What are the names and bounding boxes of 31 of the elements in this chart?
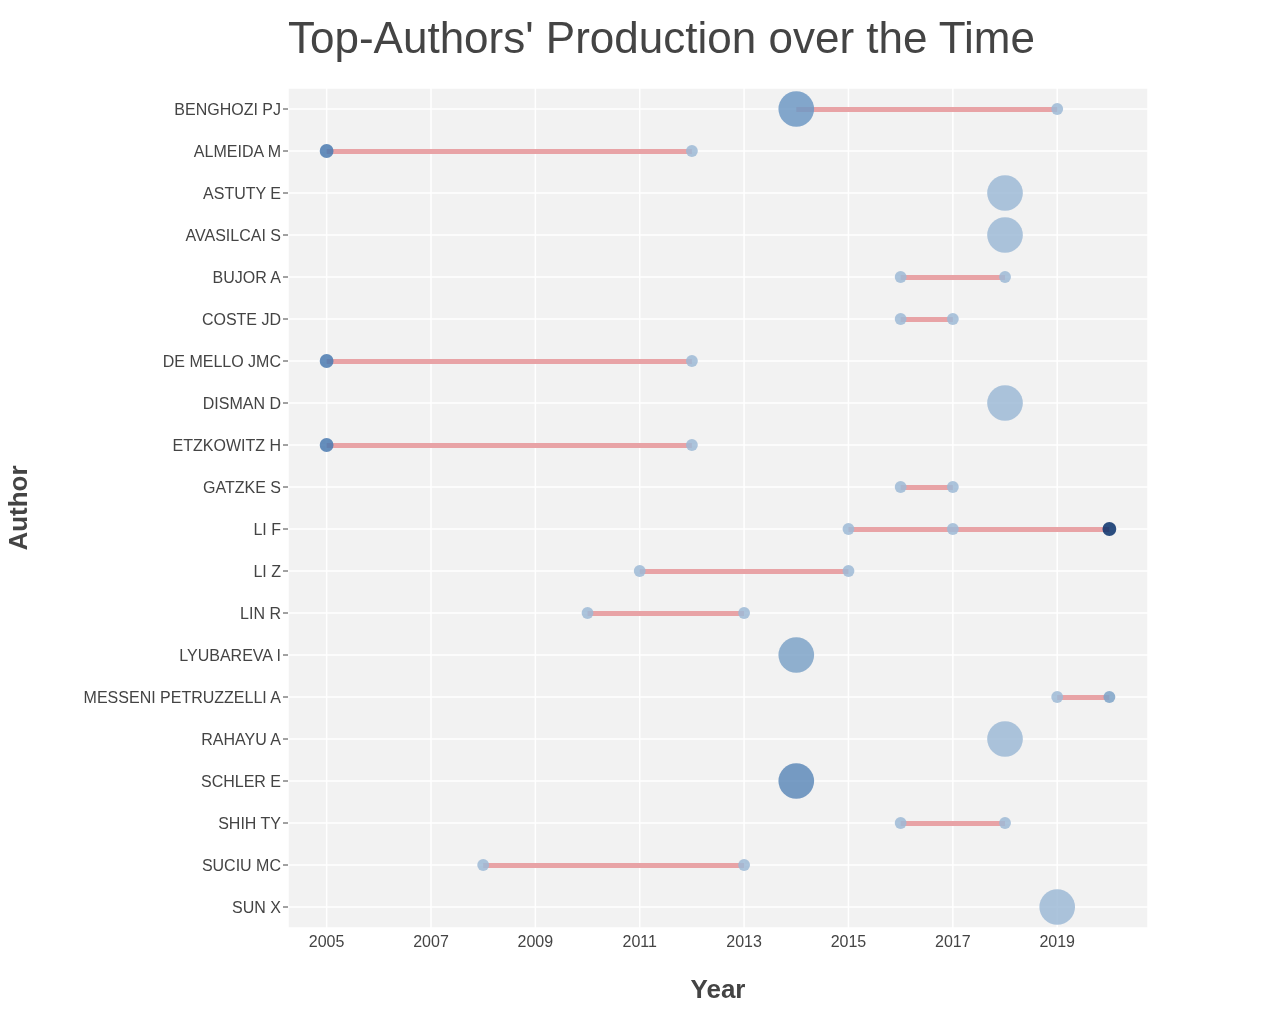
y-tick-label: GATZKE S bbox=[203, 478, 281, 496]
y-tick-label: ALMEIDA M bbox=[193, 142, 281, 160]
x-tick-label: 2007 bbox=[413, 933, 449, 951]
x-tick-label: 2019 bbox=[1039, 933, 1076, 951]
y-tick-label: ETZKOWITZ H bbox=[172, 436, 281, 454]
x-tick-label: 2017 bbox=[935, 933, 971, 951]
y-tick-label: RAHAYU A bbox=[201, 730, 282, 748]
y-tick-label: LIN R bbox=[240, 604, 281, 622]
x-tick-label: 2005 bbox=[308, 933, 345, 951]
y-tick-label: MESSENI PETRUZZELLI A bbox=[83, 688, 282, 706]
y-tick-label: LI Z bbox=[253, 562, 282, 580]
y-tick-label: DE MELLO JMC bbox=[162, 352, 281, 370]
y-axis-title: Author bbox=[3, 465, 34, 551]
y-tick-label: ASTUTY E bbox=[203, 184, 281, 202]
y-tick-label: SUN X bbox=[232, 898, 282, 916]
x-tick-label: 2011 bbox=[622, 933, 658, 951]
y-tick-label: SCHLER E bbox=[200, 772, 281, 790]
y-tick-label: SUCIU MC bbox=[201, 856, 281, 874]
y-tick-label: DISMAN D bbox=[202, 394, 281, 412]
x-tick-label: 2013 bbox=[726, 933, 762, 951]
y-tick-label: AVASILCAI S bbox=[185, 226, 281, 244]
chart-title: Top-Authors' Production over the Time bbox=[288, 12, 1036, 64]
y-tick-label: COSTE JD bbox=[201, 310, 281, 328]
x-tick-label: 2015 bbox=[830, 933, 867, 951]
y-tick-label: BENGHOZI PJ bbox=[174, 100, 281, 118]
y-tick-label: SHIH TY bbox=[218, 814, 282, 832]
y-tick-label: LI F bbox=[253, 520, 282, 538]
y-tick-label: BUJOR A bbox=[212, 268, 282, 286]
x-axis-title: Year bbox=[690, 974, 746, 1004]
y-tick-label: LYUBAREVA I bbox=[179, 646, 281, 664]
x-tick-label: 2009 bbox=[517, 933, 554, 951]
